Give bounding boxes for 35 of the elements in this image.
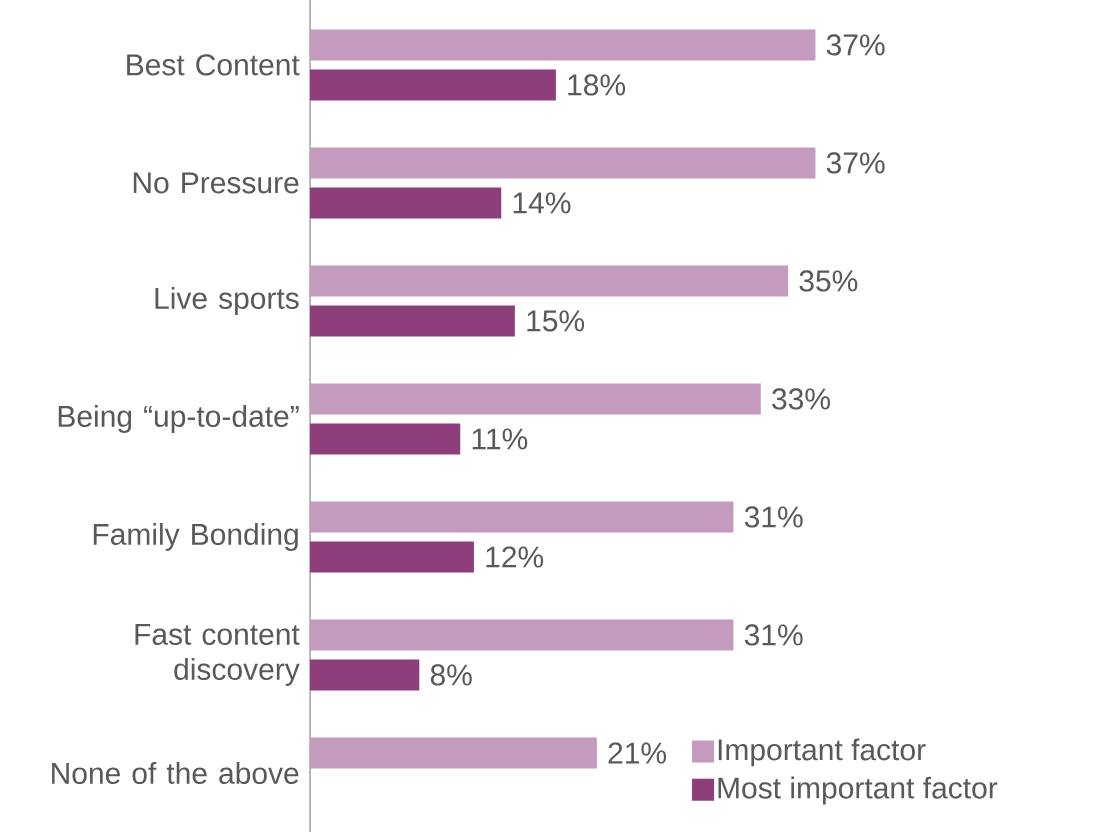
- data-label: 21%: [608, 742, 667, 764]
- bar: [310, 265, 789, 297]
- bar: [310, 737, 597, 769]
- bar: [310, 29, 816, 61]
- data-label: 18%: [568, 74, 626, 96]
- y-tick-label: Live sports: [155, 286, 299, 315]
- bar: [310, 619, 734, 651]
- bar: [310, 187, 502, 219]
- y-tick-label: No Pressure: [133, 172, 299, 194]
- bar: [310, 147, 816, 179]
- data-label: 37%: [826, 152, 885, 174]
- bar: [310, 423, 461, 455]
- bar: [310, 659, 420, 691]
- data-label: 8%: [430, 664, 472, 686]
- data-label: 31%: [744, 624, 803, 646]
- y-tick-label: None of the above: [52, 761, 299, 785]
- bar: [310, 501, 734, 533]
- y-tick-label: Fast content discovery: [135, 624, 300, 686]
- bar: [310, 69, 556, 101]
- data-label: 14%: [513, 192, 571, 214]
- bar: [310, 541, 474, 573]
- data-label: 33%: [772, 388, 830, 410]
- data-label: 35%: [799, 270, 858, 292]
- y-tick-label: Being “up-to-date”: [58, 404, 299, 433]
- data-label: 15%: [527, 310, 585, 332]
- bar: [310, 383, 761, 415]
- data-label: 12%: [486, 546, 544, 568]
- data-label: 37%: [826, 34, 885, 56]
- y-tick-label: Family Bonding: [93, 522, 298, 551]
- legend-label: Important factor: [718, 738, 926, 767]
- y-tick-label: Best Content: [127, 54, 300, 76]
- data-label: 11%: [472, 428, 528, 450]
- legend-label: Most important factor: [718, 776, 998, 805]
- bar: [310, 305, 515, 337]
- data-label: 31%: [744, 506, 803, 528]
